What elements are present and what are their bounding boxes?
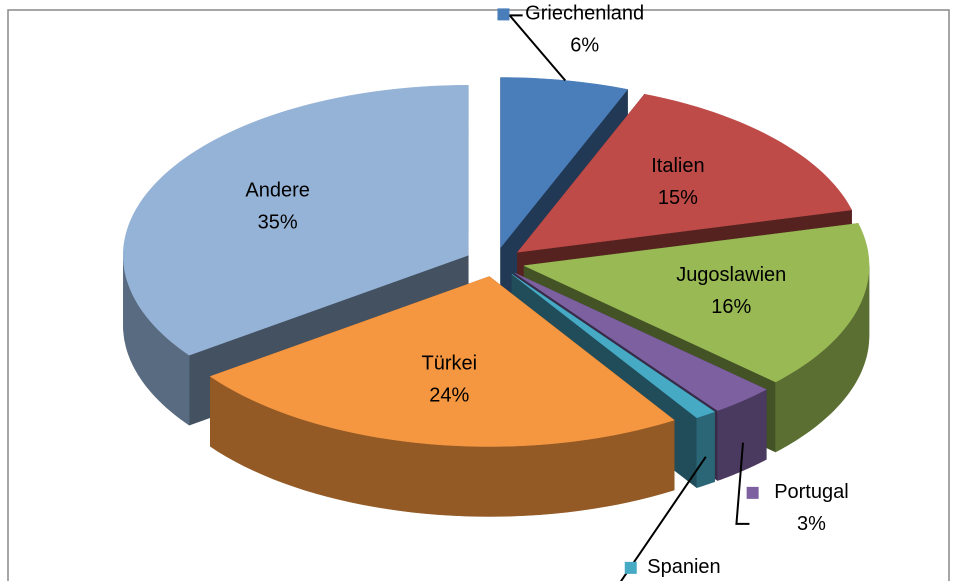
slice-label: Italien: [651, 155, 704, 177]
label-key: [746, 486, 759, 499]
leader-line: [616, 456, 707, 586]
plot-area: Griechenland 6% Italien 15% Jugoslawien 16% Po…: [123, 3, 870, 586]
pie-slice: [523, 223, 870, 383]
slice-label: Türkei: [422, 352, 478, 374]
pie-slice: [209, 276, 675, 447]
pie-slice: [514, 272, 767, 411]
slice-label: Andere: [245, 180, 310, 202]
slice-label: Jugoslawien: [676, 264, 786, 286]
value-label: 35%: [258, 212, 298, 234]
value-label: 16%: [711, 296, 751, 318]
leader-line: [507, 14, 567, 82]
value-label: 24%: [429, 384, 469, 406]
pie-slice: [511, 274, 716, 419]
value-label: 6%: [570, 35, 599, 57]
pie-slice: [516, 93, 853, 253]
pie-slice: [500, 77, 629, 249]
slice-label: Portugal: [774, 481, 849, 503]
value-label: 15%: [658, 187, 698, 209]
label-key: [497, 8, 510, 21]
pie-slice: [123, 85, 469, 356]
value-label: 3%: [797, 513, 826, 535]
leader-line: [735, 442, 750, 525]
slice-label: Griechenland: [525, 3, 644, 25]
slice-side: [696, 411, 715, 489]
label-key: [624, 561, 637, 574]
slice-label: Spanien: [647, 556, 720, 578]
